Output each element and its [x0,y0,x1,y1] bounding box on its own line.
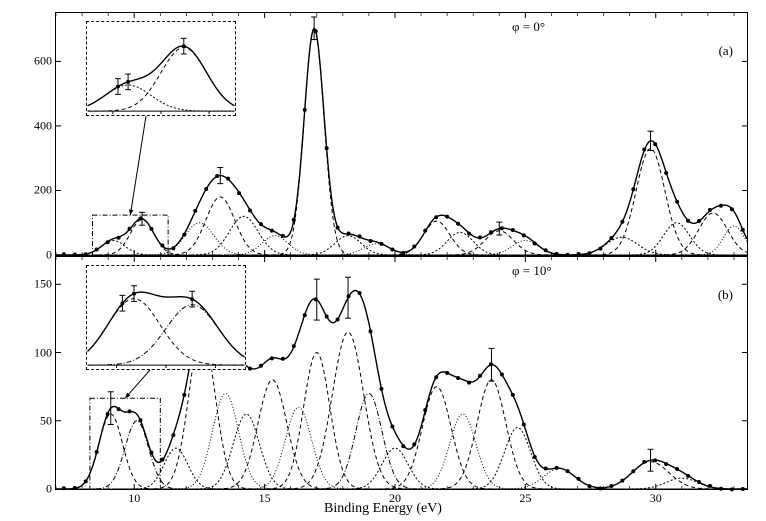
y-tick-label: 600 [34,54,56,69]
y-tick-label: 50 [40,413,56,428]
y-tick-label: 0 [46,482,56,497]
angle-label-a: φ = 0° [512,19,545,35]
x-tick-label: 20 [389,489,401,506]
x-tick-label: 25 [519,489,531,506]
x-axis-label: Binding Energy (eV) [324,501,442,517]
x-tick-label: 15 [259,489,271,506]
y-tick-label: 150 [34,277,56,292]
inset-a-plot [87,22,235,115]
inset-b [86,265,246,370]
panel-label-a: (a) [719,43,733,59]
y-tick-label: 100 [34,345,56,360]
x-tick-label: 10 [128,489,140,506]
panel-b: φ = 10° (b) 1015202530050100150 [55,256,748,490]
inset-b-plot [87,266,245,369]
panel-a: φ = 0° (a) 0200400600 [55,12,748,256]
x-tick-label: 30 [650,489,662,506]
panel-label-b: (b) [718,287,733,303]
angle-label-b: φ = 10° [512,263,552,279]
figure: Intensity (arbitrary units) Binding Ener… [0,0,766,521]
y-tick-label: 400 [34,118,56,133]
y-tick-label: 200 [34,183,56,198]
inset-a [86,21,236,116]
